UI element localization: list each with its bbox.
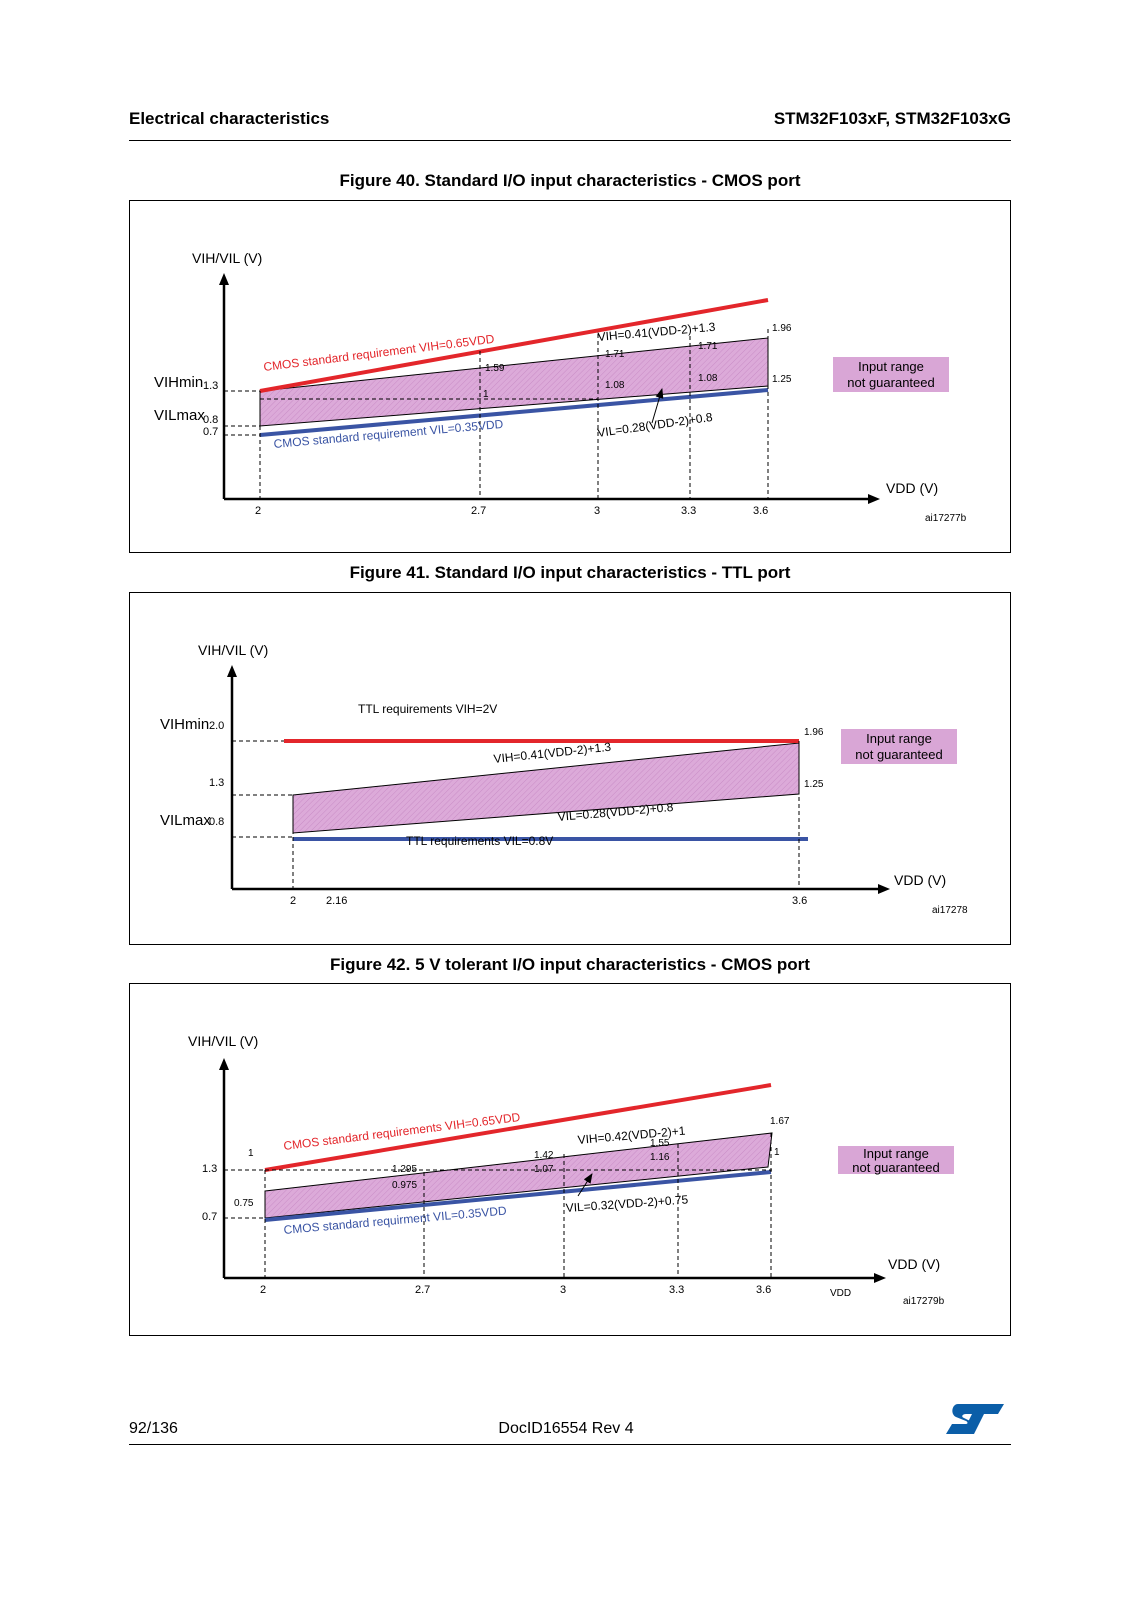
cmos-vih-text: CMOS standard requirement VIH=0.65VDD — [263, 332, 496, 374]
value-label: 1 — [483, 389, 489, 400]
cmos-vih-line — [264, 1083, 772, 1172]
input-range-line2: not guaranteed — [852, 1160, 939, 1175]
input-range-box — [841, 729, 957, 764]
figure-42-title: Figure 42. 5 V tolerant I/O input charac… — [330, 955, 810, 974]
value-label: 1.71 — [605, 349, 625, 360]
input-range-box — [833, 357, 949, 392]
y-1p3: 1.3 — [209, 777, 224, 789]
input-range-line1: Input range — [858, 359, 924, 374]
figure-41-chart: VIH/VIL (V) VDD (V) VIHmin 2.0 1.3 VILma… — [160, 642, 968, 916]
value-label: 1.08 — [605, 380, 625, 391]
x-tick: 2 — [255, 505, 261, 517]
value-label: 1.71 — [698, 341, 718, 352]
value-label: 1.67 — [770, 1116, 790, 1127]
x-axis-label: VDD (V) — [894, 872, 946, 888]
x-tick: 2.16 — [326, 895, 347, 907]
x-tick: 3 — [560, 1284, 566, 1296]
value-label: 1.42 — [534, 1150, 554, 1161]
cmos-vih-line — [259, 298, 769, 393]
value-label: 1.55 — [650, 1138, 670, 1149]
figure-42-box: VIH/VIL (V) VDD (V) VDD 1.3 0.7 2 2.7 3 … — [129, 983, 1011, 1336]
y-0p7: 0.7 — [203, 426, 218, 438]
footer-divider — [129, 1444, 1011, 1445]
y-axis-label: VIH/VIL (V) — [192, 250, 262, 266]
vihmin-label: VIHmin — [154, 374, 203, 391]
x-tick: 2.7 — [415, 1284, 430, 1296]
input-range-line1: Input range — [863, 1146, 929, 1161]
value-label: 1 — [248, 1148, 254, 1159]
figure-40-box: VIH/VIL (V) VDD (V) VIHmin 1.3 VILmax 0.… — [129, 200, 1011, 553]
figure-42-chart: VIH/VIL (V) VDD (V) VDD 1.3 0.7 2 2.7 3 … — [188, 1033, 954, 1307]
x-axis-label: VDD (V) — [888, 1256, 940, 1272]
y-axis-label: VIH/VIL (V) — [188, 1033, 258, 1049]
value-label: 1 — [774, 1147, 780, 1158]
value-label: 1.08 — [698, 373, 718, 384]
input-range-line1: Input range — [866, 731, 932, 746]
vil-formula: VIL=0.32(VDD-2)+0.75 — [565, 1192, 689, 1215]
value-label: 1.25 — [804, 779, 824, 790]
x-tick: 3.6 — [753, 505, 768, 517]
value-label: 1.25 — [772, 374, 792, 385]
x-tick: 2 — [260, 1284, 266, 1296]
doc-id: DocID16554 Rev 4 — [498, 1420, 634, 1437]
x-tick: 2.7 — [471, 505, 486, 517]
y-axis-arrow — [219, 273, 229, 285]
vih-formula: VIH=0.41(VDD-2)+1.3 — [493, 740, 612, 766]
cmos-vil-line — [264, 1170, 772, 1222]
value-label: 1.96 — [772, 323, 792, 334]
cmos-vil-line — [259, 388, 769, 437]
y-0p8: 0.8 — [203, 414, 218, 426]
y-axis-label: VIH/VIL (V) — [198, 642, 268, 658]
figure-code: ai17279b — [903, 1296, 945, 1307]
value-label: 1.16 — [650, 1152, 670, 1163]
x-tick: 2 — [290, 895, 296, 907]
y-1p3: 1.3 — [202, 1163, 217, 1175]
x-tick: 3.3 — [681, 505, 696, 517]
value-label: 1.59 — [485, 363, 505, 374]
value-label: 0.75 — [234, 1198, 254, 1209]
figure-41-title: Figure 41. Standard I/O input characteri… — [349, 563, 791, 582]
ttl-vil-text: TTL requirements VIL=0.8V — [406, 834, 553, 848]
value-label: 0.975 — [392, 1180, 417, 1191]
vilmax-label: VILmax — [160, 812, 211, 829]
vihmin-label: VIHmin — [160, 716, 209, 733]
x-axis-label: VDD (V) — [886, 480, 938, 496]
x-tick: 3.6 — [756, 1284, 771, 1296]
header-divider — [129, 140, 1011, 141]
x-tick: 3 — [594, 505, 600, 517]
input-range-line2: not guaranteed — [847, 375, 934, 390]
st-logo — [946, 1404, 1004, 1434]
figure-code: ai17277b — [925, 513, 967, 524]
vih-formula: VIH=0.42(VDD-2)+1 — [577, 1124, 686, 1147]
figure-40-chart: VIH/VIL (V) VDD (V) VIHmin 1.3 VILmax 0.… — [154, 250, 967, 524]
ttl-vih-text: TTL requirements VIH=2V — [358, 702, 497, 716]
value-label: 1.07 — [534, 1164, 554, 1175]
vil-formula: VIL=0.28(VDD-2)+0.8 — [596, 410, 713, 440]
input-range-line2: not guaranteed — [855, 747, 942, 762]
product-header: STM32F103xF, STM32F103xG — [773, 109, 1011, 128]
y-0p7: 0.7 — [202, 1211, 217, 1223]
figure-40-title: Figure 40. Standard I/O input characteri… — [339, 171, 801, 190]
x-tick: 3.6 — [792, 895, 807, 907]
vilmax-label: VILmax — [154, 407, 205, 424]
y-1p3: 1.3 — [203, 380, 218, 392]
x-extra-label: VDD — [830, 1288, 851, 1299]
x-tick: 3.3 — [669, 1284, 684, 1296]
figure-code: ai17278 — [932, 905, 968, 916]
y-0p8: 0.8 — [209, 816, 224, 828]
y-2p0: 2.0 — [209, 720, 224, 732]
value-label: 1.295 — [392, 1164, 417, 1175]
section-header: Electrical characteristics — [129, 109, 330, 128]
x-axis-arrow — [868, 494, 880, 504]
input-range-box — [838, 1146, 954, 1174]
page-number: 92/136 — [129, 1420, 178, 1437]
value-label: 1.96 — [804, 727, 824, 738]
figure-41-box: VIH/VIL (V) VDD (V) VIHmin 2.0 1.3 VILma… — [129, 592, 1011, 945]
